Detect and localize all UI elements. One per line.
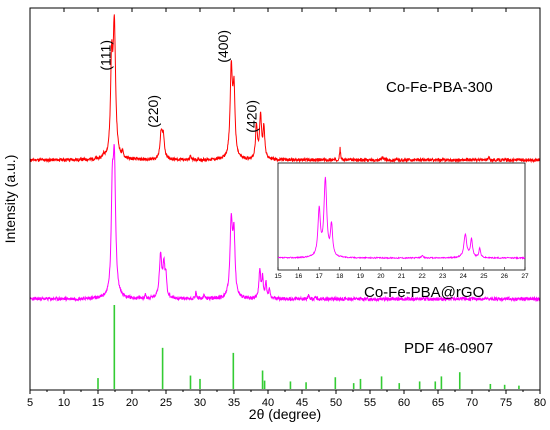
inset-x-tick-label-5: 20 [377, 273, 385, 280]
x-tick-label-9: 50 [330, 397, 342, 409]
series-label-reference: PDF 46-0907 [404, 340, 493, 357]
peak-annotation-0: (111) [97, 40, 113, 71]
inset-x-tick-label-10: 25 [480, 273, 488, 280]
series-line-0 [29, 14, 541, 164]
inset-x-tick-label-12: 27 [521, 273, 529, 280]
x-tick-label-2: 15 [92, 397, 104, 409]
inset-x-tick-label-8: 23 [439, 273, 447, 280]
inset-x-tick-label-3: 18 [336, 273, 344, 280]
series-labels: Co-Fe-PBA-300 Co-Fe-PBA@rGO PDF 46-0907 [364, 79, 493, 357]
x-tick-label-13: 70 [466, 397, 478, 409]
inset-x-tick-label-11: 26 [501, 273, 509, 280]
series-label-co-fe-pba-300: Co-Fe-PBA-300 [386, 79, 493, 96]
x-tick-label-3: 20 [126, 397, 138, 409]
x-tick-label-11: 60 [398, 397, 410, 409]
peak-annotation-2: (400) [215, 30, 231, 63]
x-tick-label-12: 65 [432, 397, 444, 409]
inset-plot: 15 16 17 18 19 20 21 22 23 24 25 26 27 [274, 162, 529, 280]
series-line-1 [29, 144, 541, 303]
x-tick-label-5: 30 [194, 397, 206, 409]
x-tick-label-6: 35 [228, 397, 240, 409]
reference-pattern [97, 305, 520, 389]
x-tick-label-7: 40 [262, 397, 274, 409]
inset-frame [277, 162, 526, 271]
peak-annotation-1: (220) [145, 95, 161, 128]
inset-x-tick-label-0: 15 [274, 273, 282, 280]
inset-series-line [277, 176, 526, 260]
inset-x-tick-label-7: 22 [418, 273, 426, 280]
series-lines [29, 14, 541, 303]
inset-x-tick-label-1: 16 [295, 273, 303, 280]
inset-x-tick-label-2: 17 [316, 273, 324, 280]
peak-annotation-3: (420) [244, 100, 260, 133]
y-axis-title: Intensity (a.u.) [2, 155, 18, 244]
x-tick-label-10: 55 [364, 397, 376, 409]
x-tick-label-0: 5 [27, 397, 33, 409]
inset-x-tick-label-6: 21 [398, 273, 406, 280]
x-tick-label-14: 75 [500, 397, 512, 409]
x-tick-label-4: 25 [160, 397, 172, 409]
x-tick-label-1: 10 [58, 397, 70, 409]
x-axis: 5 10 15 20 25 30 35 40 45 50 55 60 65 70 75 80 [27, 8, 546, 409]
inset-x-tick-label-9: 24 [460, 273, 468, 280]
x-axis-title: 2θ (degree) [249, 406, 321, 422]
x-tick-label-15: 80 [534, 397, 546, 409]
peak-annotations: (111) (220) (400) (420) [97, 30, 259, 133]
inset-x-tick-label-4: 19 [357, 273, 365, 280]
series-label-co-fe-pba-rgo: Co-Fe-PBA@rGO [364, 284, 484, 301]
x-tick-label-8: 45 [296, 397, 308, 409]
